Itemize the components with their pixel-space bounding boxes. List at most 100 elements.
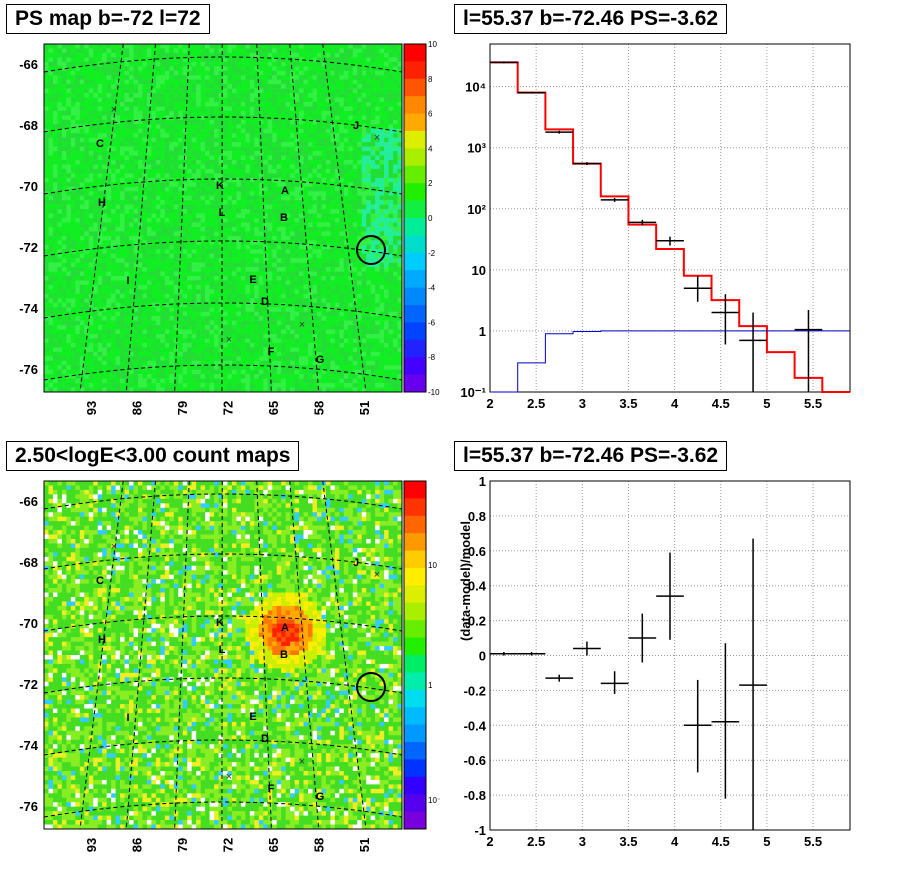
map-pixel <box>379 204 385 210</box>
map-pixel <box>102 267 107 272</box>
map-pixel <box>146 151 152 156</box>
map-pixel <box>124 258 130 263</box>
map-pixel <box>263 84 269 89</box>
map-pixel <box>249 307 255 312</box>
map-pixel <box>178 133 184 138</box>
map-pixel <box>187 195 192 201</box>
map-pixel <box>343 284 349 290</box>
map-pixel <box>272 97 277 103</box>
map-pixel <box>169 84 175 89</box>
map-pixel <box>281 307 286 312</box>
map-pixel <box>84 293 90 299</box>
map-pixel <box>258 66 264 72</box>
map-pixel <box>267 102 273 107</box>
map-pixel <box>348 146 354 152</box>
map-pixel <box>84 61 90 67</box>
map-pixel <box>169 311 175 317</box>
map-pixel <box>48 204 54 210</box>
map-pixel <box>70 204 76 210</box>
map-pixel <box>321 164 327 170</box>
map-pixel <box>245 307 251 312</box>
map-pixel <box>57 146 63 152</box>
map-pixel <box>308 97 313 103</box>
map-pixel <box>151 276 157 281</box>
map-pixel <box>379 191 385 196</box>
map-pixel <box>214 253 219 259</box>
map-pixel <box>245 222 251 228</box>
map-pixel <box>370 253 376 259</box>
map-pixel <box>370 244 376 250</box>
map-pixel <box>120 311 125 317</box>
map-pixel <box>214 75 219 80</box>
map-pixel <box>375 168 380 174</box>
map-pixel <box>196 48 201 54</box>
map-pixel <box>151 200 157 205</box>
map-pixel <box>129 164 134 170</box>
map-pixel <box>299 213 304 219</box>
map-pixel <box>249 195 255 201</box>
map-pixel <box>361 271 367 277</box>
map-pixel <box>120 267 125 272</box>
map-pixel <box>370 124 376 130</box>
map-pixel <box>321 52 327 58</box>
map-pixel <box>66 204 72 210</box>
map-pixel <box>312 79 318 85</box>
map-pixel <box>93 320 98 326</box>
map-pixel <box>218 48 224 54</box>
map-pixel <box>348 289 354 295</box>
map-pixel <box>249 102 255 107</box>
map-pixel <box>397 142 403 147</box>
map-pixel <box>254 66 260 72</box>
map-pixel <box>93 284 98 290</box>
map-pixel <box>339 280 345 286</box>
map-pixel <box>66 168 72 174</box>
map-pixel <box>160 320 166 326</box>
map-pixel <box>66 284 72 290</box>
map-pixel <box>370 79 376 85</box>
map-pixel <box>361 222 367 228</box>
map-pixel <box>44 142 49 147</box>
map-pixel <box>285 61 291 67</box>
map-pixel <box>214 70 219 76</box>
map-pixel <box>79 307 85 312</box>
map-pixel <box>84 146 90 152</box>
map-pixel <box>191 320 197 326</box>
map-pixel <box>66 235 72 241</box>
map-pixel <box>263 70 269 76</box>
map-pixel <box>196 253 201 259</box>
map-pixel <box>93 289 98 295</box>
map-pixel <box>196 142 201 147</box>
map-pixel <box>352 44 358 49</box>
map-pixel <box>334 79 340 85</box>
map-pixel <box>290 97 295 103</box>
map-pixel <box>191 142 197 147</box>
map-pixel <box>164 173 170 179</box>
map-pixel <box>303 262 309 268</box>
map-pixel <box>178 66 184 72</box>
map-pixel <box>97 311 103 317</box>
map-pixel <box>384 164 389 170</box>
map-pixel <box>231 222 237 228</box>
map-pixel <box>102 61 107 67</box>
map-pixel <box>361 293 367 299</box>
map-pixel <box>61 302 67 308</box>
map-pixel <box>361 155 367 161</box>
map-pixel <box>321 316 327 321</box>
map-pixel <box>393 307 398 312</box>
map-pixel <box>281 280 286 286</box>
map-pixel <box>160 110 166 116</box>
map-pixel <box>169 79 175 85</box>
map-pixel <box>120 213 125 219</box>
map-pixel <box>375 97 380 103</box>
map-pixel <box>254 155 260 161</box>
map-pixel <box>191 57 197 63</box>
map-pixel <box>352 66 358 72</box>
map-pixel <box>182 44 188 49</box>
map-pixel <box>115 218 121 223</box>
map-pixel <box>330 226 336 232</box>
map-pixel <box>187 66 192 72</box>
map-pixel <box>61 235 67 241</box>
map-pixel <box>218 311 224 317</box>
map-pixel <box>146 102 152 107</box>
map-pixel <box>240 204 246 210</box>
